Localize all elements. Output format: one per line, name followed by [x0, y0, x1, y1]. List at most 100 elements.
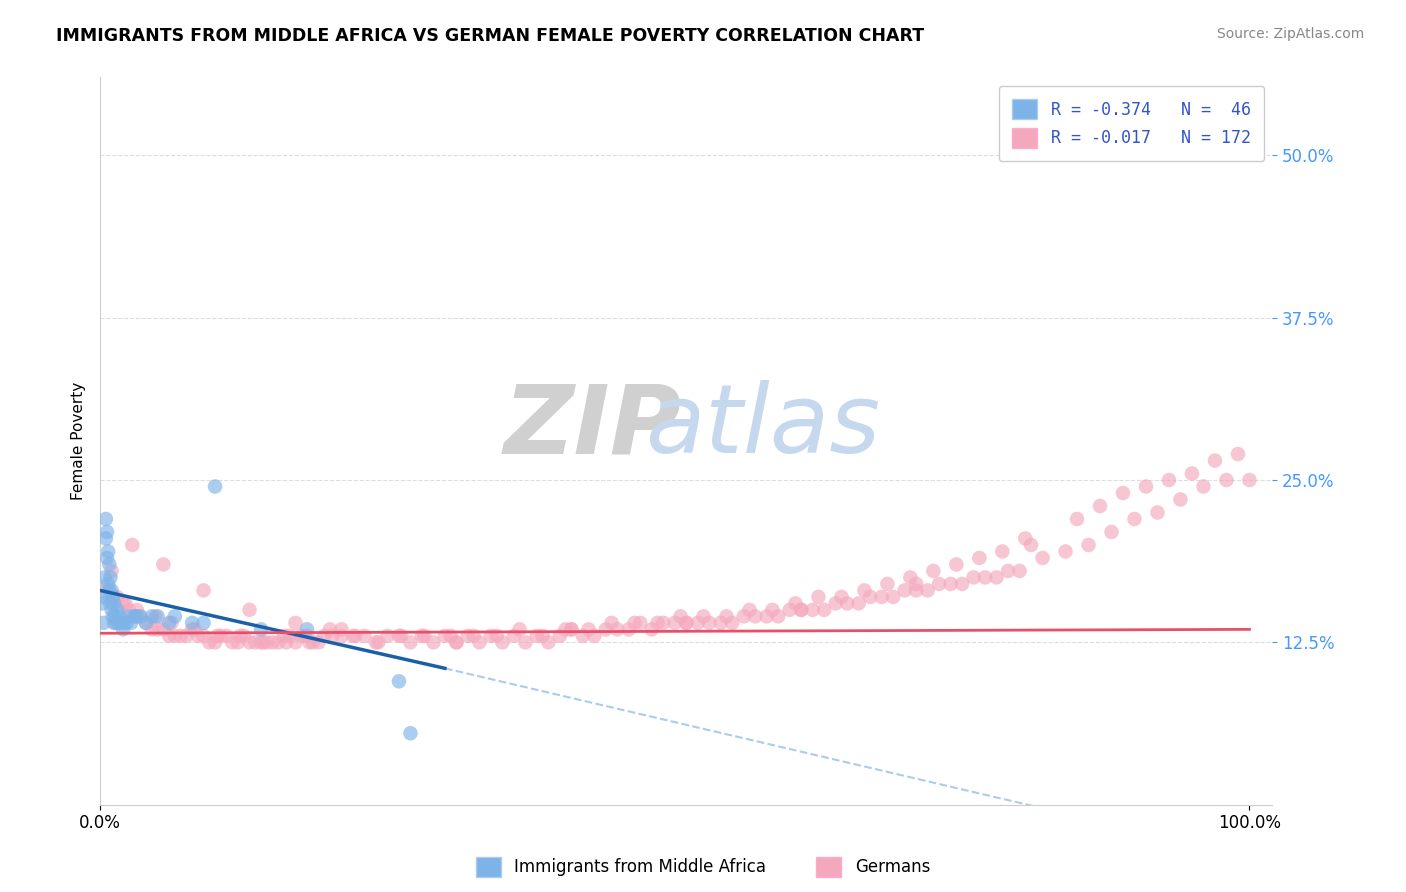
Point: [917, 583, 939, 598]
Point: [96, 524, 118, 539]
Point: [163, 629, 186, 643]
Point: [273, 629, 295, 643]
Point: [276, 635, 298, 649]
Point: [1135, 479, 1157, 493]
Point: [531, 629, 554, 643]
Point: [440, 629, 463, 643]
Point: [319, 623, 342, 637]
Point: [572, 629, 595, 643]
Point: [1054, 544, 1077, 558]
Point: [118, 609, 141, 624]
Point: [526, 629, 548, 643]
Legend: R = -0.374   N =  46, R = -0.017   N = 172: R = -0.374 N = 46, R = -0.017 N = 172: [1000, 86, 1264, 161]
Point: [411, 629, 433, 643]
Point: [104, 609, 127, 624]
Point: [675, 615, 697, 630]
Point: [1008, 564, 1031, 578]
Point: [364, 635, 387, 649]
Point: [479, 629, 502, 643]
Point: [152, 558, 174, 572]
Point: [105, 590, 128, 604]
Point: [105, 603, 128, 617]
Point: [229, 629, 252, 643]
Point: [647, 615, 669, 630]
Point: [204, 479, 226, 493]
Text: Source: ZipAtlas.com: Source: ZipAtlas.com: [1216, 27, 1364, 41]
Point: [997, 564, 1019, 578]
Point: [129, 609, 152, 624]
Point: [950, 577, 973, 591]
Point: [112, 615, 135, 630]
Point: [295, 623, 318, 637]
Point: [301, 635, 323, 649]
Point: [146, 623, 169, 637]
Point: [628, 615, 651, 630]
Point: [457, 629, 479, 643]
Point: [221, 635, 243, 649]
Point: [141, 623, 163, 637]
Point: [98, 558, 121, 572]
Legend: Immigrants from Middle Africa, Germans: Immigrants from Middle Africa, Germans: [470, 850, 936, 884]
Point: [761, 603, 783, 617]
Point: [163, 609, 186, 624]
Point: [100, 603, 122, 617]
Point: [160, 615, 183, 630]
Point: [515, 635, 537, 649]
Point: [755, 609, 778, 624]
Point: [344, 629, 367, 643]
Point: [744, 609, 766, 624]
Point: [669, 609, 692, 624]
Point: [100, 583, 122, 598]
Point: [1192, 479, 1215, 493]
Point: [962, 570, 984, 584]
Point: [779, 603, 801, 617]
Point: [905, 583, 928, 598]
Point: [252, 635, 274, 649]
Point: [101, 609, 124, 624]
Point: [600, 615, 623, 630]
Point: [790, 603, 813, 617]
Point: [801, 603, 824, 617]
Point: [537, 635, 560, 649]
Point: [876, 577, 898, 591]
Point: [870, 590, 893, 604]
Point: [986, 570, 1008, 584]
Point: [157, 629, 180, 643]
Point: [1226, 447, 1249, 461]
Point: [738, 603, 761, 617]
Point: [377, 629, 399, 643]
Point: [692, 609, 714, 624]
Point: [859, 590, 882, 604]
Text: IMMIGRANTS FROM MIDDLE AFRICA VS GERMAN FEMALE POVERTY CORRELATION CHART: IMMIGRANTS FROM MIDDLE AFRICA VS GERMAN …: [56, 27, 924, 45]
Point: [1170, 492, 1192, 507]
Point: [502, 629, 524, 643]
Point: [790, 603, 813, 617]
Point: [491, 635, 513, 649]
Point: [290, 629, 312, 643]
Point: [181, 615, 204, 630]
Point: [112, 596, 135, 610]
Point: [1032, 550, 1054, 565]
Point: [112, 623, 135, 637]
Point: [721, 615, 744, 630]
Point: [157, 615, 180, 630]
Point: [135, 615, 157, 630]
Point: [141, 609, 163, 624]
Point: [595, 623, 617, 637]
Point: [125, 609, 148, 624]
Point: [93, 615, 115, 630]
Point: [284, 615, 307, 630]
Point: [169, 629, 191, 643]
Point: [1066, 512, 1088, 526]
Point: [617, 623, 640, 637]
Point: [652, 615, 675, 630]
Point: [554, 623, 576, 637]
Point: [121, 538, 143, 552]
Point: [1146, 506, 1168, 520]
Point: [446, 635, 468, 649]
Point: [548, 629, 571, 643]
Point: [583, 629, 606, 643]
Point: [560, 623, 582, 637]
Point: [1101, 524, 1123, 539]
Point: [250, 635, 273, 649]
